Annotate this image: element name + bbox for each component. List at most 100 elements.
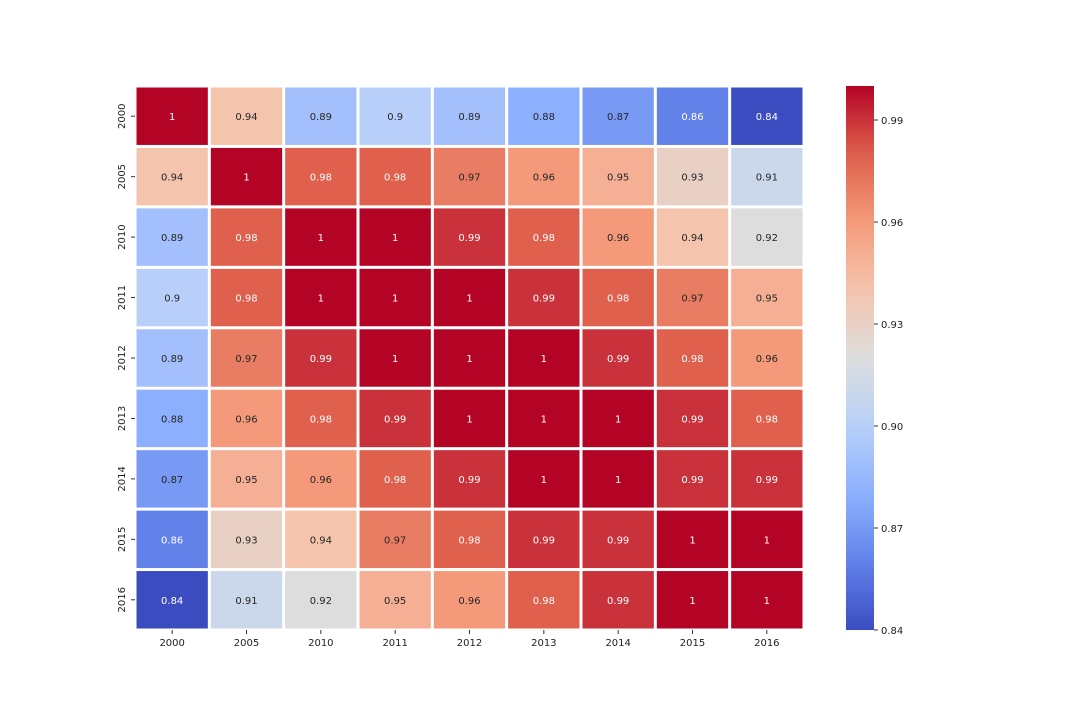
heatmap-cell [508,571,580,629]
heatmap-cell [359,268,431,327]
x-tick-label: 2011 [382,638,407,649]
cell-value-label: 1 [466,414,472,425]
cell-value-label: 1 [764,596,770,607]
x-tick-label: 2010 [308,638,333,649]
cell-value-label: 1 [541,414,547,425]
cell-value-label: 0.97 [458,173,480,184]
y-axis-ticks: 2000 2005 2010 2011 2012 2013 2014 2015 2016 [117,103,135,613]
heatmap-cell [656,87,729,145]
heatmap-cell [656,510,729,569]
y-tick-label: 2011 [117,285,128,310]
heatmap-cell [656,571,729,629]
heatmap-cell [582,389,654,448]
heatmap-cell [508,87,580,145]
x-tick-label: 2000 [159,638,184,649]
cell-value-label: 1 [466,354,472,365]
heatmap-cell [731,147,803,206]
heatmap-cell [433,389,506,448]
heatmap-cell [136,510,208,569]
cell-value-label: 0.91 [756,173,778,184]
cell-value-label: 0.92 [756,233,778,244]
heatmap-cell [508,268,580,327]
x-tick-label: 2012 [457,638,482,649]
heatmap-cell [210,87,283,145]
cell-value-label: 1 [764,535,770,546]
heatmap-cell [582,268,654,327]
cell-value-label: 0.84 [756,112,778,123]
cell-value-label: 0.98 [681,354,703,365]
heatmap-cell [731,208,803,266]
heatmap-cell [582,147,654,206]
y-tick-label: 2005 [117,164,128,189]
colorbar-tick-label: 0.99 [881,116,903,127]
colorbar-tick-label: 0.84 [881,626,903,637]
heatmap-cell [210,147,283,206]
heatmap-cell [136,87,208,145]
heatmap-cell [210,268,283,327]
x-tick-label: 2013 [531,638,556,649]
colorbar-tick-label: 0.87 [881,524,903,535]
cell-value-label: 0.94 [235,112,257,123]
colorbar-tick-label: 0.90 [881,422,903,433]
y-tick-label: 2015 [117,527,128,552]
heatmap-cell [508,208,580,266]
heatmap-cell [136,389,208,448]
colorbar-tick-label: 0.96 [881,218,903,229]
cell-value-label: 0.98 [310,173,332,184]
cell-value-label: 0.98 [533,596,555,607]
heatmap-cells [136,87,803,629]
heatmap-cell [136,571,208,629]
heatmap-cell [210,510,283,569]
heatmap-cell [433,571,506,629]
cell-value-label: 0.99 [310,354,332,365]
cell-value-label: 1 [689,596,695,607]
heatmap-cell [582,450,654,508]
cell-value-label: 0.94 [161,173,183,184]
cell-value-label: 0.87 [161,475,183,486]
x-tick-label: 2016 [754,638,779,649]
heatmap-cell [433,147,506,206]
heatmap-cell [285,87,357,145]
heatmap-cell [508,147,580,206]
heatmap-cell [731,389,803,448]
cell-value-label: 0.97 [681,294,703,305]
cell-value-label: 0.99 [607,354,629,365]
cell-value-label: 0.99 [458,475,480,486]
heatmap-cell [359,389,431,448]
heatmap-cell [433,329,506,387]
y-tick-label: 2013 [117,406,128,431]
x-tick-label: 2005 [234,638,259,649]
heatmap-cell [136,450,208,508]
heatmap-cell [210,450,283,508]
cell-value-label: 1 [392,233,398,244]
cell-value-label: 0.89 [310,112,332,123]
heatmap-cell [359,571,431,629]
cell-value-label: 1 [318,294,324,305]
colorbar: 0.84 0.87 0.90 0.93 0.96 0.99 [846,86,903,637]
heatmap-cell [731,571,803,629]
cell-value-label: 0.9 [387,112,403,123]
cell-value-label: 0.95 [756,294,778,305]
cell-value-label: 1 [689,535,695,546]
y-tick-label: 2000 [117,103,128,128]
heatmap-cell [285,389,357,448]
heatmap-cell [731,510,803,569]
cell-value-label: 0.95 [607,173,629,184]
cell-value-label: 0.98 [235,294,257,305]
cell-value-label: 0.97 [384,535,406,546]
cell-value-label: 0.98 [235,233,257,244]
heatmap-cell [508,510,580,569]
heatmap-cell [359,208,431,266]
heatmap-cell [582,510,654,569]
heatmap-cell [508,389,580,448]
cell-value-label: 0.99 [533,535,555,546]
colorbar-tick-label: 0.93 [881,320,903,331]
cell-value-label: 0.88 [533,112,555,123]
cell-value-label: 0.97 [235,354,257,365]
heatmap-cell [656,268,729,327]
cell-value-label: 0.88 [161,414,183,425]
colorbar-gradient [846,86,874,630]
cell-value-label: 0.99 [681,475,703,486]
heatmap-cell [285,329,357,387]
